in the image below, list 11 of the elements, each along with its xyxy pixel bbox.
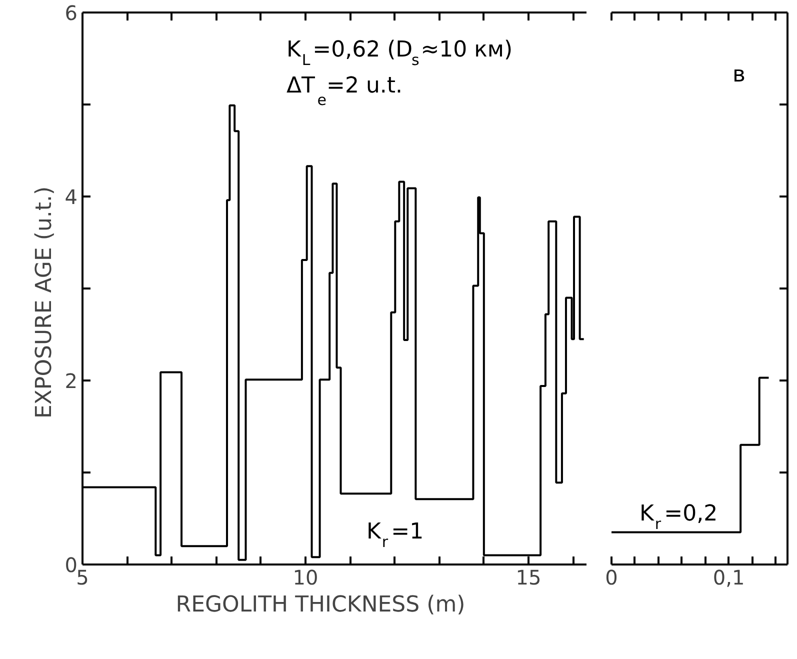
y-tick-label: 2 (64, 369, 78, 393)
x-tick-label: 15 (516, 566, 542, 590)
x-tick-label: 0,1 (712, 566, 745, 590)
y-tick-label: 4 (64, 185, 78, 209)
y-axis-title: EXPOSURE AGE (u.t.) (32, 186, 57, 419)
x-tick-label: 0 (605, 566, 618, 590)
x-tick-label: 5 (76, 566, 89, 590)
x-axis-title: REGOLITH THICKNESS (m) (176, 592, 466, 618)
y-tick-label: 6 (64, 1, 78, 25)
annotation: в (732, 62, 746, 88)
x-tick-label: 10 (292, 566, 318, 590)
